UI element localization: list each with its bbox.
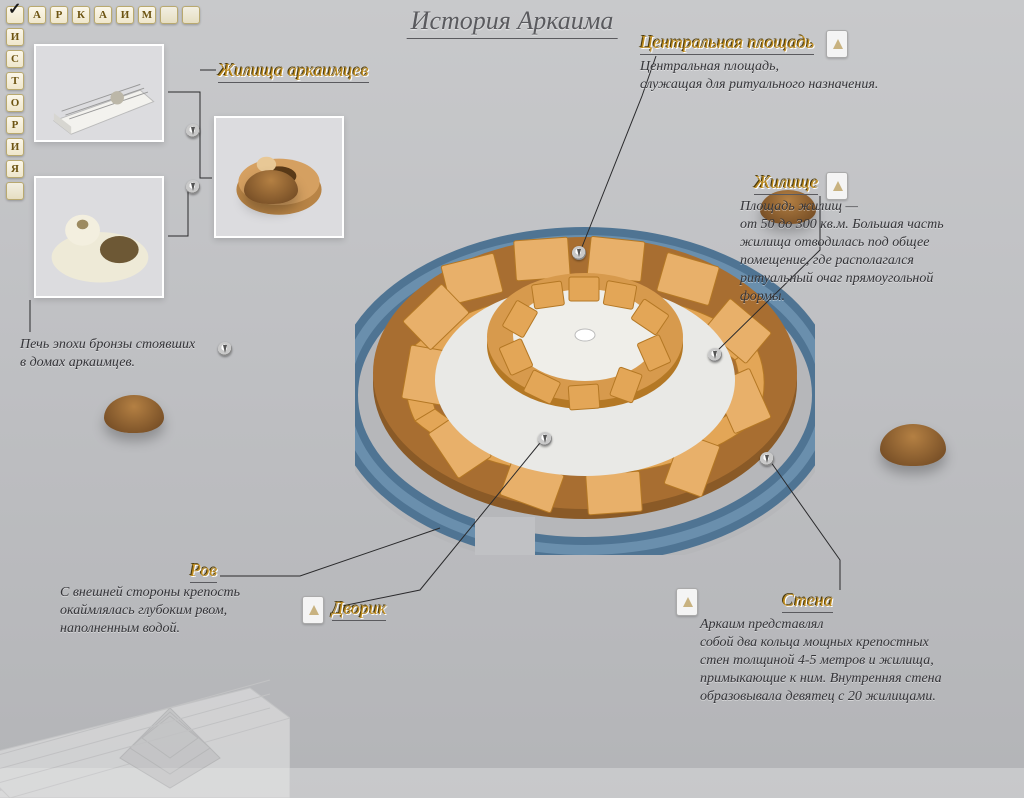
label-moat-title: Ров — [190, 560, 217, 583]
hotspot[interactable] — [708, 348, 722, 362]
burial-mound — [880, 424, 946, 466]
label-central-square-body: Центральная площадь, служащая для ритуал… — [640, 58, 920, 94]
nav-tile-left-2[interactable]: Т — [6, 72, 24, 90]
label-dwellings-title: Жилища аркаимцев — [218, 60, 369, 83]
burial-mound — [104, 395, 164, 433]
thumb-dwelling-section[interactable] — [34, 44, 164, 142]
label-wall-body: Аркаим представлял собой два кольца мощн… — [700, 616, 1010, 706]
page-title: История Аркаима — [407, 6, 618, 39]
nav-tile-left-3[interactable]: О — [6, 94, 24, 112]
label-dwelling-body: Площадь жилищ — от 50 до 300 кв.м. Больш… — [740, 198, 1010, 306]
nav-tile-left-5[interactable]: И — [6, 138, 24, 156]
nav-tile-top-3[interactable]: К — [72, 6, 90, 24]
info-button-central-square[interactable] — [826, 30, 848, 58]
nav-tile-top-2[interactable]: Р — [50, 6, 68, 24]
nav-tile-left-1[interactable]: С — [6, 50, 24, 68]
hotspot[interactable] — [538, 432, 552, 446]
nav-tile-top-4[interactable]: А — [94, 6, 112, 24]
label-oven-caption: Печь эпохи бронзы стоявших в домах аркаи… — [20, 336, 220, 372]
nav-tile-top-8[interactable] — [182, 6, 200, 24]
nav-tile-left-6[interactable]: Я — [6, 160, 24, 178]
nav-tile-left-0[interactable]: И — [6, 28, 24, 46]
nav-tile-top-5[interactable]: И — [116, 6, 134, 24]
hotspot[interactable] — [186, 180, 200, 194]
hotspot[interactable] — [572, 246, 586, 260]
thumb-oven-model[interactable] — [34, 176, 164, 298]
hotspot[interactable] — [218, 342, 232, 356]
label-wall-title: Стена — [782, 590, 833, 613]
hotspot[interactable] — [760, 452, 774, 466]
nav-tile-left-7[interactable] — [6, 182, 24, 200]
info-button-wall[interactable] — [676, 588, 698, 616]
info-button-court[interactable] — [302, 596, 324, 624]
hotspot[interactable] — [186, 124, 200, 138]
nav-tile-top-0[interactable] — [6, 6, 24, 24]
nav-tile-top-6[interactable]: М — [138, 6, 156, 24]
label-court-title: Дворик — [332, 598, 386, 621]
info-button-dwelling[interactable] — [826, 172, 848, 200]
corner-render — [0, 588, 290, 798]
nav-tile-top-7[interactable] — [160, 6, 178, 24]
burial-mound — [244, 170, 298, 204]
label-central-square-title: Центральная площадь — [640, 32, 814, 55]
label-dwelling-title: Жилище — [754, 172, 818, 195]
nav-tile-left-4[interactable]: Р — [6, 116, 24, 134]
nav-tile-top-1[interactable]: А — [28, 6, 46, 24]
